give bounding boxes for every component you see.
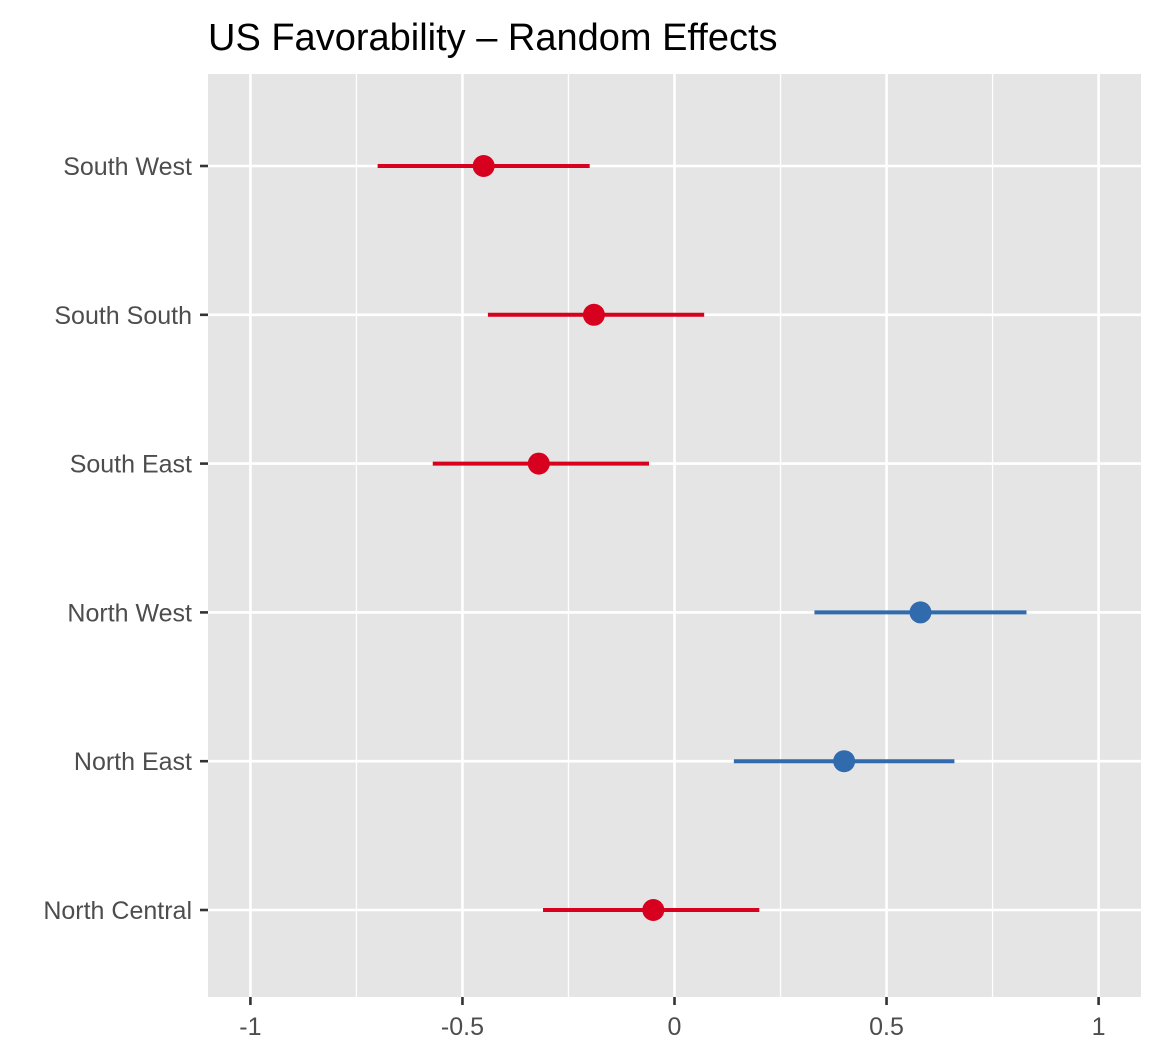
x-tick-label: 0	[668, 1013, 682, 1041]
point-estimate	[472, 155, 495, 177]
x-tick-label: 0.5	[869, 1013, 904, 1041]
point-estimate	[642, 899, 665, 921]
point-estimate	[833, 750, 856, 773]
chart-title: US Favorability – Random Effects	[208, 17, 778, 59]
point-estimate	[909, 601, 932, 624]
y-tick-label: South West	[63, 153, 192, 181]
axes: South West South South South East North Wes…	[43, 153, 1105, 1041]
x-tick-label: -1	[239, 1013, 261, 1041]
y-tick-label: South South	[54, 302, 192, 330]
x-tick-label: 1	[1092, 1013, 1106, 1041]
x-tick-label: -0.5	[441, 1013, 484, 1041]
y-tick-label: North West	[67, 599, 192, 627]
point-estimate	[582, 303, 605, 326]
y-tick-label: North Central	[43, 897, 192, 925]
y-tick-label: North East	[74, 748, 192, 776]
y-tick-label: South East	[70, 451, 192, 479]
point-estimate	[527, 452, 550, 475]
data-marks	[377, 155, 1027, 921]
